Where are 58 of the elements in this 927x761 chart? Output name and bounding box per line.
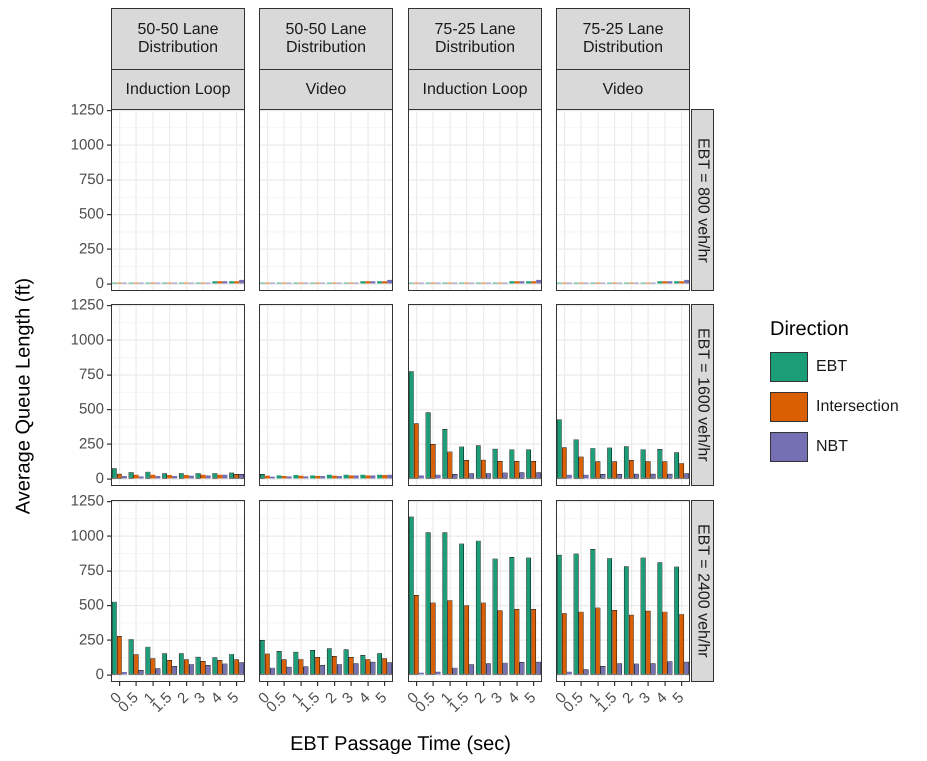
legend-label: Intersection: [816, 398, 899, 416]
legend-label: NBT: [816, 438, 848, 456]
y2-axis-title: EBT = 2400 veh/hr: [691, 500, 714, 682]
x-tick-label: 2: [322, 689, 340, 708]
bar: [122, 672, 127, 674]
y-tick-label: 1000: [70, 331, 104, 348]
x-tick-label: 2: [471, 689, 490, 708]
x-tick-label: 3: [338, 689, 357, 708]
chart-title: 50-50 Lane Distribution: [111, 8, 245, 70]
x-tick-label: 3: [190, 689, 209, 708]
y-tick-label: 750: [78, 366, 104, 383]
chart-title: 75-25 Lane Distribution: [408, 8, 542, 70]
x-tick-label: 5: [521, 689, 540, 708]
y-tick-label: 500: [78, 596, 104, 614]
x-tick-label: 2: [174, 689, 192, 708]
chart-subtitle: Video: [556, 69, 690, 110]
y-tick-label: 750: [78, 170, 104, 188]
chart-subtitle: Induction Loop: [408, 69, 542, 110]
y2-axis-title: EBT = 1600 veh/hr: [691, 304, 714, 486]
x-tick-label: 3: [636, 689, 654, 708]
bar: [584, 474, 589, 478]
y-tick-label: 0: [96, 275, 104, 292]
y-tick-label: 1000: [70, 136, 104, 154]
x-tick-label: 4: [504, 689, 523, 708]
x-tick-label: 4: [208, 689, 226, 708]
chart-subtitle: Induction Loop: [111, 69, 245, 110]
chart-title: 50-50 Lane Distribution: [259, 8, 393, 70]
legend-title: Direction: [770, 318, 850, 341]
y-tick-label: 0: [96, 666, 104, 684]
y-tick-label: 0: [96, 470, 104, 488]
y-tick-label: 750: [78, 562, 104, 579]
y-tick-label: 500: [78, 400, 104, 418]
bar: [418, 475, 424, 478]
x-tick-label: 4: [356, 689, 374, 708]
x-tick-label: 4: [652, 689, 671, 708]
y-tick-label: 1000: [70, 527, 104, 544]
y-tick-label: 1250: [70, 492, 104, 510]
bar: [566, 474, 572, 478]
x-tick-label: 5: [224, 689, 242, 708]
chart-subtitle: Video: [259, 69, 393, 110]
bar: [436, 672, 441, 674]
x-tick-label: 3: [488, 689, 506, 708]
x-tick-label: 5: [372, 689, 390, 708]
bar: [566, 672, 572, 674]
y-tick-label: 1250: [70, 296, 104, 314]
y-tick-label: 250: [78, 435, 104, 452]
y-tick-label: 500: [78, 206, 104, 223]
y-axis-title: Average Queue Length (ft): [12, 277, 36, 514]
x-tick-label: 5: [669, 689, 688, 708]
x-tick-label: 2: [619, 689, 638, 708]
bar: [436, 474, 441, 478]
y-tick-label: 250: [78, 631, 104, 648]
y-tick-label: 1250: [70, 102, 104, 119]
y2-axis-title: EBT = 800 veh/hr: [691, 109, 714, 291]
legend-label: EBT: [816, 358, 848, 376]
chart-title: 75-25 Lane Distribution: [556, 8, 690, 70]
x-axis-title: EBT Passage Time (sec): [290, 733, 511, 756]
y-tick-label: 250: [78, 240, 104, 258]
